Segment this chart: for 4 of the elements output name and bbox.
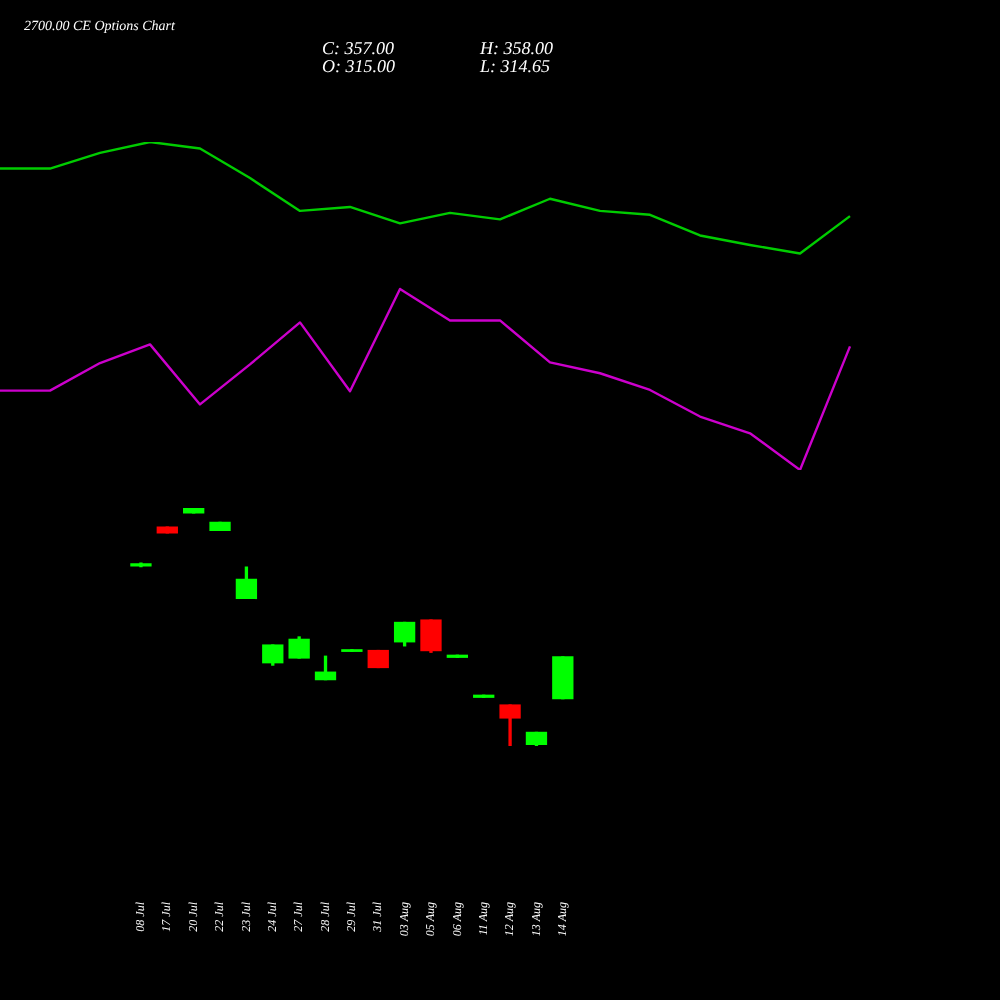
text: L: 314.65: [478, 56, 551, 76]
text: O: 315.00: [322, 56, 396, 76]
text: C: 357.00: [322, 38, 395, 58]
text: H: 358.00: [478, 38, 554, 58]
